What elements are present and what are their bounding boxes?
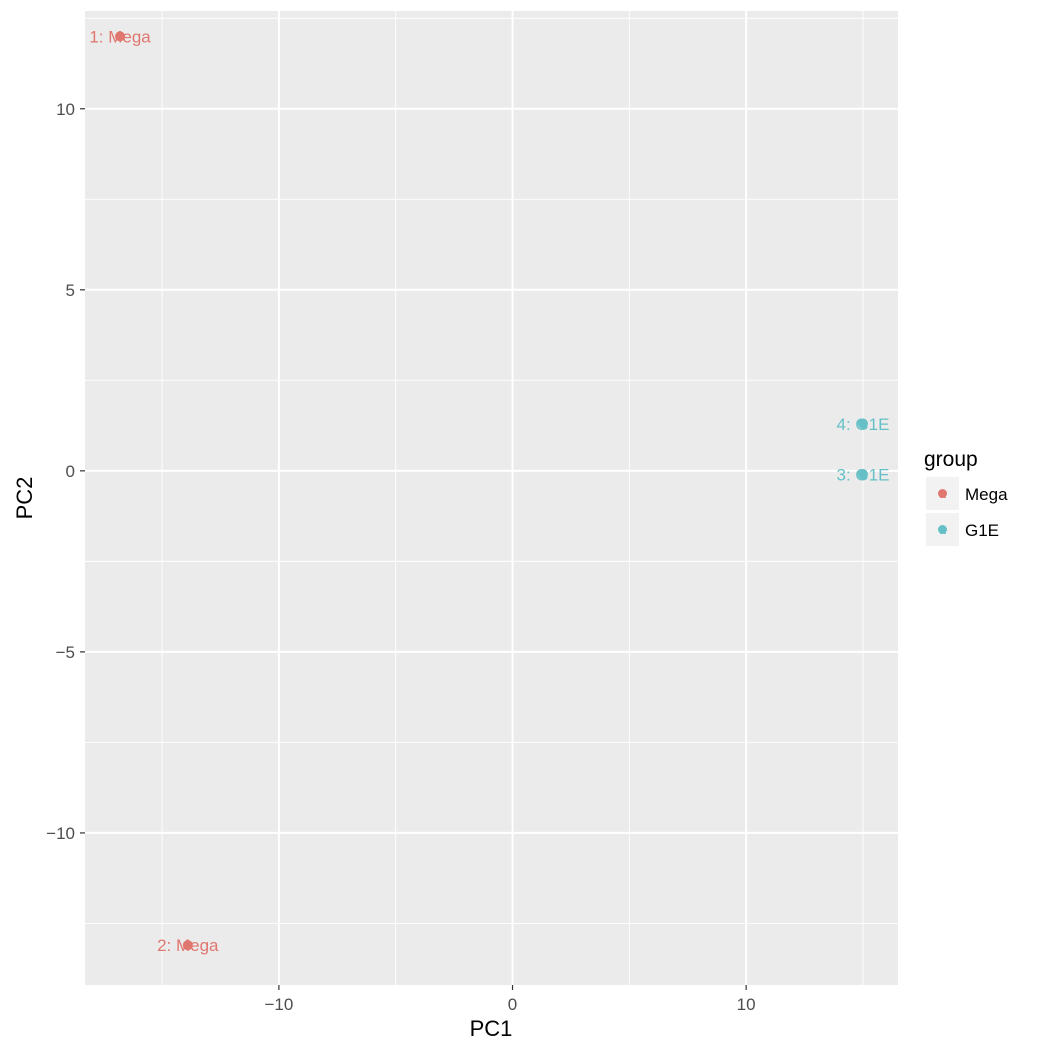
x-axis: −10 0 10 — [264, 985, 756, 1014]
legend-key-point — [938, 525, 947, 534]
legend-key-letter: a — [939, 487, 946, 501]
legend-key-letter: a — [939, 523, 946, 537]
legend: group a Mega a G1E — [924, 448, 1008, 546]
plot-panel — [85, 11, 898, 985]
data-point-label: 1: Mega — [89, 27, 151, 46]
x-axis-title: PC1 — [470, 1016, 513, 1041]
data-points: 1: Mega 2: Mega 3: G1E 4: G1E — [89, 27, 889, 955]
legend-key-point — [938, 489, 947, 498]
data-point — [182, 940, 193, 951]
x-tick-label: −10 — [264, 995, 293, 1014]
legend-entry-label: G1E — [965, 521, 999, 540]
y-tick-label: 0 — [66, 462, 75, 481]
y-tick-label: −10 — [46, 824, 75, 843]
x-tick-label: 10 — [737, 995, 756, 1014]
data-point-label: 3: G1E — [836, 465, 889, 484]
legend-entries: a Mega a G1E — [926, 477, 1008, 546]
y-tick-label: −5 — [56, 643, 75, 662]
legend-title: group — [924, 448, 978, 471]
data-point — [857, 418, 868, 429]
data-point — [115, 31, 126, 42]
major-gridlines — [85, 11, 898, 985]
y-tick-label: 10 — [56, 100, 75, 119]
data-point-label: 4: G1E — [836, 415, 889, 434]
y-axis: −10 −5 0 5 10 — [46, 100, 85, 843]
x-tick-label: 0 — [508, 995, 517, 1014]
data-point — [857, 469, 868, 480]
legend-entry-label: Mega — [965, 485, 1008, 504]
data-point-label: 2: Mega — [157, 936, 219, 955]
y-tick-label: 5 — [66, 281, 75, 300]
y-axis-title: PC2 — [12, 477, 37, 520]
minor-gridlines — [85, 11, 898, 985]
